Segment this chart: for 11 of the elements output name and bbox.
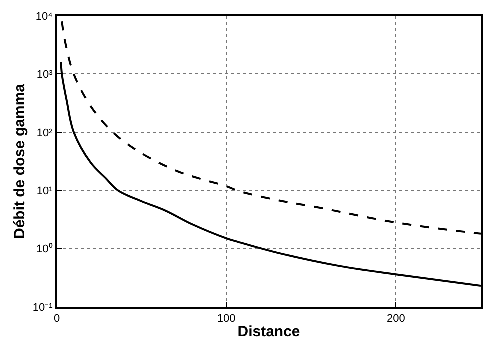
x-tick-label: 200 <box>387 313 406 326</box>
y-tick-label: 10⁻¹ <box>32 302 54 314</box>
y-tick-label: 10⁰ <box>36 242 53 256</box>
x-axis-title: Distance <box>238 324 300 341</box>
y-axis-title: Débit de dose gamma <box>12 83 29 240</box>
y-tick-label: 10¹ <box>36 185 54 198</box>
y-tick-label: 10² <box>36 127 54 140</box>
y-tick-label: 10³ <box>36 69 54 82</box>
x-tick-label: 0 <box>54 313 60 326</box>
x-tick-label: 100 <box>217 313 236 326</box>
y-tick-label: 10⁴ <box>36 10 54 23</box>
